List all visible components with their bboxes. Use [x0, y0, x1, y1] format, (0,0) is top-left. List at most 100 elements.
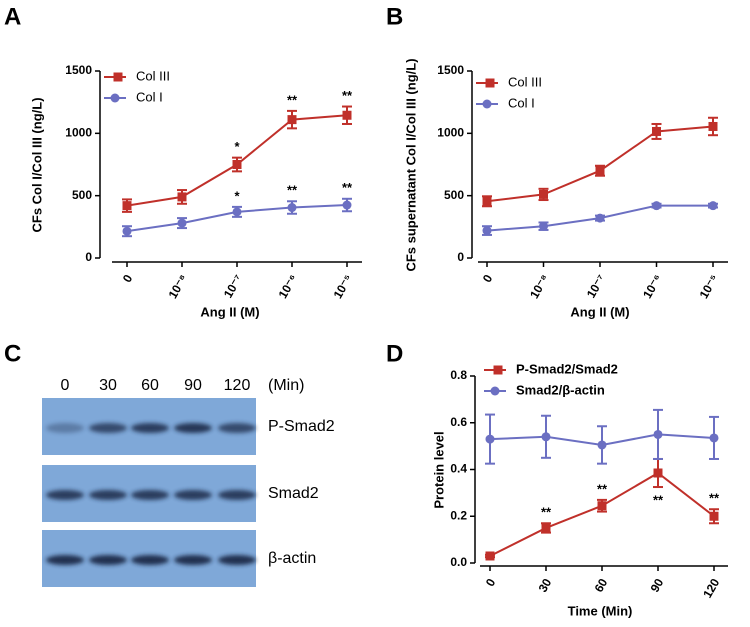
x-tick-label: 10⁻⁵	[331, 272, 356, 301]
significance-label: **	[287, 92, 298, 107]
data-point	[653, 429, 663, 439]
y-tick-label: 0.8	[450, 368, 467, 382]
data-point	[597, 440, 607, 450]
y-tick-label: 0.6	[450, 415, 467, 429]
legend-marker	[113, 72, 123, 82]
blot-band	[131, 423, 169, 433]
data-point	[652, 126, 661, 136]
significance-label: **	[709, 491, 720, 506]
legend-label: Col I	[136, 89, 163, 104]
data-point	[287, 115, 297, 125]
blot-band	[89, 423, 127, 433]
blot-band	[89, 555, 127, 565]
data-point	[539, 221, 548, 231]
data-point	[122, 226, 132, 236]
x-tick-label: 10⁻⁷	[221, 272, 245, 300]
y-tick-label: 0.2	[450, 508, 467, 522]
blot-band	[46, 490, 84, 500]
lane-label: 120	[224, 377, 251, 394]
significance-label: **	[597, 481, 608, 496]
data-point	[539, 189, 548, 199]
panel-letter: D	[386, 340, 403, 367]
data-point	[652, 201, 661, 211]
data-point	[177, 218, 187, 228]
legend-label: P-Smad2/Smad2	[516, 361, 618, 376]
y-axis-label: CFs Col I/Col III (ng/L)	[29, 97, 44, 232]
data-point	[708, 121, 718, 131]
row-label: P-Smad2	[268, 418, 335, 435]
x-tick-label: 30	[536, 576, 555, 595]
y-tick-label: 1500	[65, 63, 92, 77]
y-axis-label: Protein level	[431, 431, 446, 508]
y-tick-label: 1500	[437, 63, 464, 77]
y-tick-label: 500	[72, 188, 92, 202]
legend-label: Col III	[508, 74, 542, 89]
row-label: Smad2	[268, 485, 319, 502]
blot-band	[218, 555, 256, 565]
lane-label: 30	[99, 377, 117, 394]
significance-label: **	[287, 183, 298, 198]
x-tick-label: 10⁻⁶	[640, 272, 665, 301]
blot-band	[89, 490, 127, 500]
data-point	[482, 196, 492, 206]
series-line	[486, 125, 714, 203]
significance-label: **	[653, 492, 664, 507]
x-tick-label: 10⁻⁶	[276, 272, 301, 301]
y-tick-label: 500	[444, 188, 464, 202]
data-point	[708, 201, 718, 211]
data-point	[709, 511, 719, 521]
legend-label: Col III	[136, 68, 170, 83]
x-tick-label: 0	[483, 576, 499, 589]
legend-marker	[493, 365, 503, 375]
legend-marker	[110, 93, 120, 103]
y-axis-label: CFs supernatant Col I/Col III (ng/L)	[403, 58, 418, 271]
legend-label: Smad2/β-actin	[516, 382, 605, 397]
blot-band	[46, 423, 84, 433]
data-point	[595, 213, 605, 223]
data-point	[232, 207, 242, 217]
data-point	[342, 110, 352, 120]
significance-label: *	[234, 139, 240, 154]
data-point	[485, 434, 495, 444]
data-point	[177, 192, 187, 202]
y-tick-label: 1000	[437, 126, 464, 140]
significance-label: **	[342, 88, 353, 103]
x-tick-label: 10⁻⁵	[697, 272, 722, 301]
data-point	[595, 166, 605, 176]
x-tick-label: 0	[120, 272, 136, 285]
data-point	[597, 501, 607, 511]
panel-letter: C	[4, 340, 21, 367]
data-point	[541, 432, 551, 442]
data-point	[232, 160, 242, 169]
data-point	[541, 523, 551, 533]
x-tick-label: 10⁻⁸	[527, 272, 552, 301]
row-label: β-actin	[268, 550, 316, 567]
x-tick-label: 10⁻⁷	[584, 272, 608, 300]
y-tick-label: 0	[457, 250, 464, 264]
blot-band	[174, 423, 212, 433]
y-tick-label: 0	[85, 250, 92, 264]
lane-label: 60	[141, 377, 159, 394]
data-point	[653, 468, 663, 478]
legend-marker	[485, 78, 495, 88]
panel-letter: A	[4, 3, 21, 30]
legend-marker	[490, 386, 500, 396]
blot-band	[174, 490, 212, 500]
x-axis-label: Ang II (M)	[200, 304, 259, 319]
x-tick-label: 0	[480, 272, 496, 285]
y-tick-label: 0.0	[450, 555, 467, 569]
x-axis-label: Ang II (M)	[570, 304, 629, 319]
blot-band	[131, 490, 169, 500]
significance-label: **	[342, 180, 353, 195]
y-tick-label: 0.4	[450, 462, 467, 476]
data-point	[485, 551, 495, 561]
blot-band	[131, 555, 169, 565]
blot-band	[218, 490, 256, 500]
blot-band	[46, 555, 84, 565]
data-point	[709, 433, 719, 443]
data-point	[342, 200, 352, 210]
data-point	[482, 226, 492, 236]
x-tick-label: 60	[592, 576, 611, 595]
legend-label: Col I	[508, 95, 535, 110]
